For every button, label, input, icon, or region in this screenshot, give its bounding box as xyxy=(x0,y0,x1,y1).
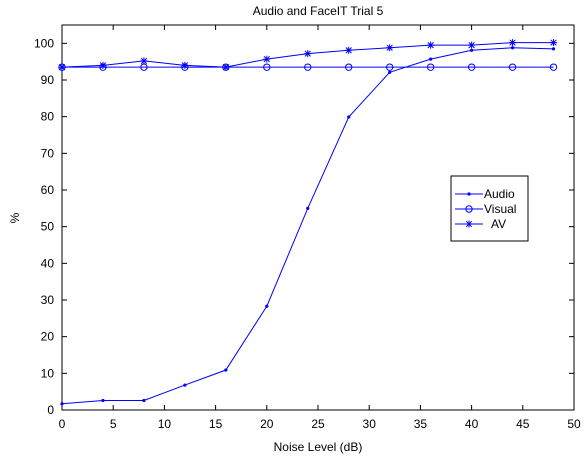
legend-label: Audio xyxy=(484,187,515,201)
point-audio xyxy=(224,368,228,372)
y-axis: 0 10 20 30 40 50 60 70 80 90 100 xyxy=(34,36,574,417)
point-visual xyxy=(345,63,353,71)
point-audio xyxy=(265,304,269,308)
legend-label: AV xyxy=(491,217,506,231)
legend-label: Visual xyxy=(484,202,516,216)
point-visual xyxy=(385,63,394,71)
legend-item-visual: Visual xyxy=(455,202,516,216)
y-tick-label: 0 xyxy=(47,403,54,417)
point-visual xyxy=(304,63,312,71)
point-av xyxy=(427,41,435,49)
point-audio xyxy=(388,70,392,74)
point-visual xyxy=(508,63,517,71)
point-av xyxy=(345,46,353,54)
x-tick-label: 25 xyxy=(311,417,325,431)
y-tick-label: 100 xyxy=(34,36,54,50)
y-tick-label: 90 xyxy=(41,73,55,87)
point-av xyxy=(140,57,148,65)
y-tick-label: 20 xyxy=(41,330,55,344)
point-visual xyxy=(549,63,558,71)
x-tick-label: 5 xyxy=(110,417,117,431)
x-tick-label: 10 xyxy=(158,417,172,431)
point-av xyxy=(304,50,312,58)
point-av xyxy=(509,39,517,47)
point-audio xyxy=(551,47,556,51)
point-audio xyxy=(142,398,146,403)
x-tick-label: 15 xyxy=(209,417,223,431)
x-tick-label: 45 xyxy=(516,417,530,431)
y-tick-label: 10 xyxy=(41,366,55,380)
point-audio xyxy=(306,206,310,210)
x-tick-label: 40 xyxy=(465,417,479,431)
point-av xyxy=(386,44,394,52)
y-tick-label: 70 xyxy=(41,146,55,160)
legend-marker xyxy=(467,192,471,196)
y-tick-label: 60 xyxy=(41,183,55,197)
point-audio xyxy=(101,398,105,403)
point-av xyxy=(58,63,66,71)
point-audio xyxy=(183,383,187,387)
y-tick-label: 80 xyxy=(41,110,55,124)
point-av xyxy=(468,41,476,49)
legend-marker xyxy=(465,220,473,228)
y-tick-label: 30 xyxy=(41,293,55,307)
series-visual xyxy=(58,63,558,71)
point-audio xyxy=(470,48,474,52)
y-tick-label: 40 xyxy=(41,256,55,270)
x-tick-label: 20 xyxy=(260,417,274,431)
point-av xyxy=(99,61,107,69)
x-axis-label: Noise Level (dB) xyxy=(274,440,363,454)
y-tick-label: 50 xyxy=(41,220,55,234)
chart-title: Audio and FaceIT Trial 5 xyxy=(253,4,384,18)
series-audio xyxy=(60,46,556,406)
point-av xyxy=(181,61,189,69)
legend-item-audio: Audio xyxy=(455,187,515,201)
x-tick-label: 30 xyxy=(363,417,377,431)
point-av xyxy=(550,39,558,47)
x-axis: 0 5 10 15 20 25 30 35 40 45 50 xyxy=(59,25,581,431)
point-audio xyxy=(429,57,433,61)
point-av xyxy=(222,63,230,71)
legend-marker xyxy=(465,205,473,213)
point-av xyxy=(263,55,271,63)
series-av xyxy=(58,39,558,71)
y-axis-label: % xyxy=(8,212,22,223)
point-visual xyxy=(263,63,271,71)
point-visual xyxy=(426,63,435,71)
point-audio xyxy=(60,402,64,406)
point-visual xyxy=(467,63,476,71)
x-tick-label: 0 xyxy=(59,417,66,431)
legend-item-av: AV xyxy=(455,217,506,231)
point-audio xyxy=(347,115,351,119)
x-tick-label: 35 xyxy=(414,417,428,431)
x-tick-label: 50 xyxy=(567,417,581,431)
series-layer xyxy=(58,39,558,406)
point-audio xyxy=(510,46,515,50)
